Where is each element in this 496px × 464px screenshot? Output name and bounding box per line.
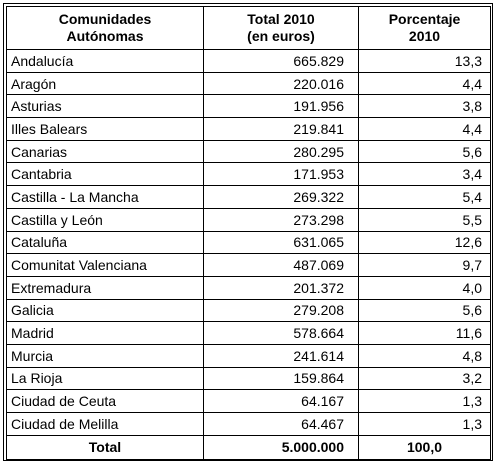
table-row: Canarias 280.295 5,6 [6, 139, 491, 164]
table-row: Comunitat Valenciana 487.069 9,7 [6, 253, 491, 277]
region-total: 159.864 [203, 366, 359, 391]
table-frame [3, 3, 493, 461]
region-name: Galicia [6, 298, 204, 323]
region-percent: 4,0 [358, 275, 491, 300]
region-name: La Rioja [6, 366, 204, 391]
region-total: 280.295 [203, 139, 359, 164]
region-name: Extremadura [6, 275, 204, 300]
table-row: Ciudad de Melilla 64.467 1,3 [6, 412, 491, 436]
table-row: Galicia 279.208 5,6 [6, 298, 491, 323]
table-row: Castilla y León 273.298 5,5 [6, 207, 491, 232]
region-percent: 9,7 [358, 253, 491, 277]
region-name: Illes Balears [6, 117, 204, 141]
region-name: Castilla - La Mancha [6, 185, 204, 209]
total-percent: 100,0 [358, 434, 491, 460]
region-name: Cataluña [6, 230, 204, 255]
region-percent: 5,6 [358, 298, 491, 323]
region-name: Murcia [6, 343, 204, 368]
region-percent: 3,2 [358, 366, 491, 391]
region-percent: 1,3 [358, 389, 491, 413]
total-label: Total [6, 434, 204, 460]
region-total: 201.372 [203, 275, 359, 300]
total-row: Total 5.000.000 100,0 [6, 434, 491, 460]
region-percent: 5,4 [358, 185, 491, 209]
region-total: 220.016 [203, 71, 359, 96]
region-name: Asturias [6, 94, 204, 119]
region-percent: 5,6 [358, 139, 491, 164]
region-name: Aragón [6, 71, 204, 96]
region-percent: 4,4 [358, 71, 491, 96]
header-region: Comunidades Autónomas [6, 6, 204, 50]
region-percent: 4,4 [358, 117, 491, 141]
table-row: Extremadura 201.372 4,0 [6, 275, 491, 300]
table-row: Cataluña 631.065 12,6 [6, 230, 491, 255]
region-total: 191.956 [203, 94, 359, 119]
region-total: 219.841 [203, 117, 359, 141]
region-percent: 1,3 [358, 412, 491, 436]
table-row: Aragón 220.016 4,4 [6, 71, 491, 96]
region-total: 64.167 [203, 389, 359, 413]
region-name: Comunitat Valenciana [6, 253, 204, 277]
region-percent: 11,6 [358, 321, 491, 345]
region-percent: 13,3 [358, 49, 491, 73]
region-name: Cantabria [6, 162, 204, 187]
region-percent: 3,8 [358, 94, 491, 119]
region-name: Ciudad de Melilla [6, 412, 204, 436]
region-total: 487.069 [203, 253, 359, 277]
region-total: 269.322 [203, 185, 359, 209]
region-name: Castilla y León [6, 207, 204, 232]
table-row: Asturias 191.956 3,8 [6, 94, 491, 119]
table-row: Madrid 578.664 11,6 [6, 321, 491, 345]
region-percent: 5,5 [358, 207, 491, 232]
budget-table: Comunidades Autónomas Total 2010 (en eur… [6, 6, 491, 460]
region-total: 64.467 [203, 412, 359, 436]
region-total: 665.829 [203, 49, 359, 73]
region-total: 279.208 [203, 298, 359, 323]
region-percent: 12,6 [358, 230, 491, 255]
header-percent: Porcentaje 2010 [358, 6, 491, 50]
region-total: 631.065 [203, 230, 359, 255]
region-name: Andalucía [6, 49, 204, 73]
region-total: 241.614 [203, 343, 359, 368]
region-total: 273.298 [203, 207, 359, 232]
table-row: Murcia 241.614 4,8 [6, 343, 491, 368]
region-percent: 4,8 [358, 343, 491, 368]
table-row: Andalucía 665.829 13,3 [6, 49, 491, 73]
table-row: Castilla - La Mancha 269.322 5,4 [6, 185, 491, 209]
region-total: 578.664 [203, 321, 359, 345]
region-name: Ciudad de Ceuta [6, 389, 204, 413]
region-name: Canarias [6, 139, 204, 164]
region-percent: 3,4 [358, 162, 491, 187]
header-row: Comunidades Autónomas Total 2010 (en eur… [6, 6, 491, 50]
table-row: Illes Balears 219.841 4,4 [6, 117, 491, 141]
table-row: Cantabria 171.953 3,4 [6, 162, 491, 187]
region-total: 171.953 [203, 162, 359, 187]
region-name: Madrid [6, 321, 204, 345]
table-row: La Rioja 159.864 3,2 [6, 366, 491, 391]
table-row: Ciudad de Ceuta 64.167 1,3 [6, 389, 491, 413]
header-total: Total 2010 (en euros) [203, 6, 359, 50]
total-amount: 5.000.000 [203, 434, 359, 460]
